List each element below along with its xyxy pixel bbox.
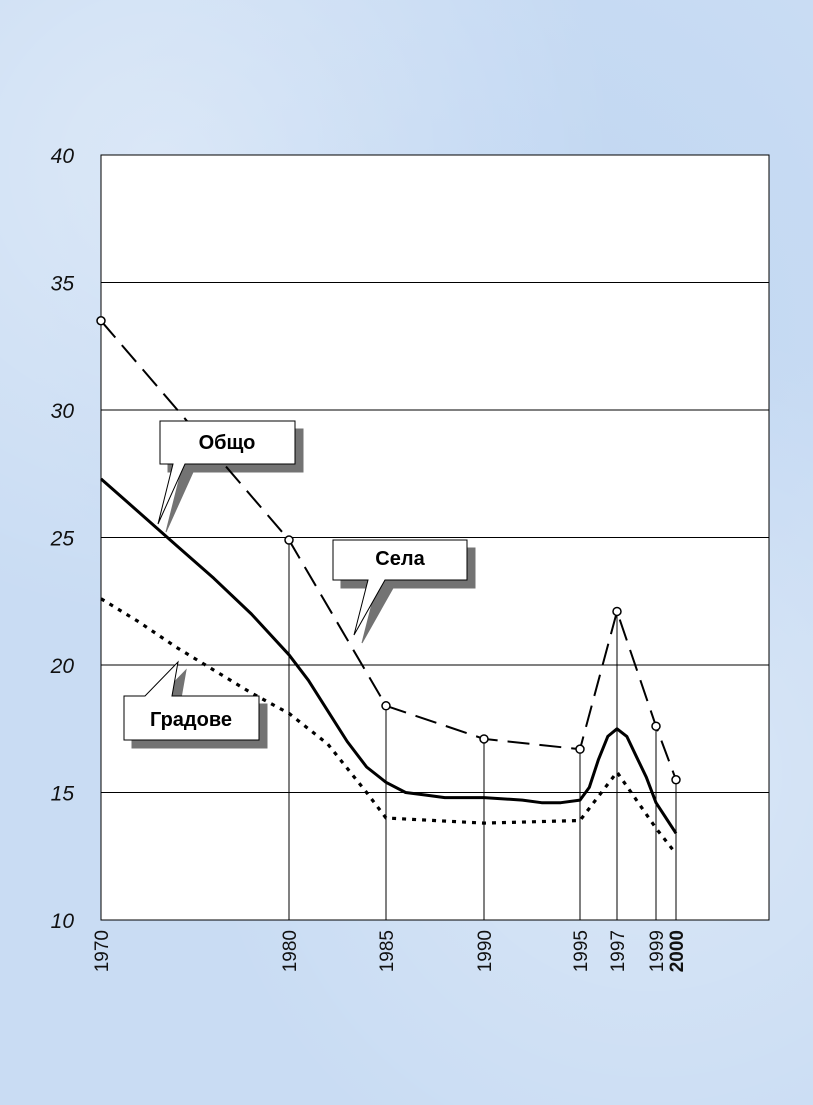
callout-box-villages xyxy=(332,539,468,636)
drop-lines xyxy=(288,540,677,920)
series-line-1 xyxy=(100,477,678,835)
data-point-0-7 xyxy=(671,775,681,785)
x-tick-label-1980: 1980 xyxy=(280,930,301,972)
y-tick-label-25: 25 xyxy=(50,528,75,551)
series-lines xyxy=(100,320,678,855)
data-point-0-4 xyxy=(575,744,585,754)
y-tick-label-30: 30 xyxy=(51,400,75,423)
data-point-0-1 xyxy=(284,535,294,545)
x-tick-label-1999: 1999 xyxy=(647,930,668,972)
x-tick-label-1995: 1995 xyxy=(571,930,592,972)
x-tick-label-1997: 1997 xyxy=(608,930,629,972)
callout-box-towns xyxy=(123,660,260,741)
data-point-0-2 xyxy=(381,701,391,711)
label-towns: Градове xyxy=(150,709,232,731)
data-point-0-3 xyxy=(479,734,489,744)
label-total-callout xyxy=(157,420,296,525)
data-point-0-0 xyxy=(96,316,106,326)
x-tick-label-1985: 1985 xyxy=(377,930,398,972)
y-tick-label-40: 40 xyxy=(51,145,75,168)
label-total: Общо xyxy=(199,432,256,454)
data-point-0-6 xyxy=(651,721,661,731)
y-tick-label-10: 10 xyxy=(51,910,75,933)
label-villages-callout xyxy=(332,539,468,636)
series-markers xyxy=(96,316,681,785)
label-villages: Села xyxy=(375,548,425,570)
y-tick-label-20: 20 xyxy=(50,655,75,678)
gridlines xyxy=(101,282,769,793)
series-line-2 xyxy=(100,597,678,855)
x-tick-label-2000: 2000 xyxy=(667,930,688,972)
x-tick-label-1990: 1990 xyxy=(475,930,496,972)
y-tick-label-15: 15 xyxy=(51,783,75,806)
label-towns-callout xyxy=(123,660,260,741)
x-axis-ticks: 1970 1980 1985 1990 1995 1997 1999 2000 xyxy=(92,930,688,972)
data-point-0-5 xyxy=(612,606,622,617)
y-tick-label-35: 35 xyxy=(51,273,75,296)
series-line-0 xyxy=(100,320,677,781)
callout-box-total xyxy=(157,420,296,525)
y-axis-ticks: 10 15 20 25 30 35 40 xyxy=(50,145,75,933)
x-tick-label-1970: 1970 xyxy=(92,930,113,972)
